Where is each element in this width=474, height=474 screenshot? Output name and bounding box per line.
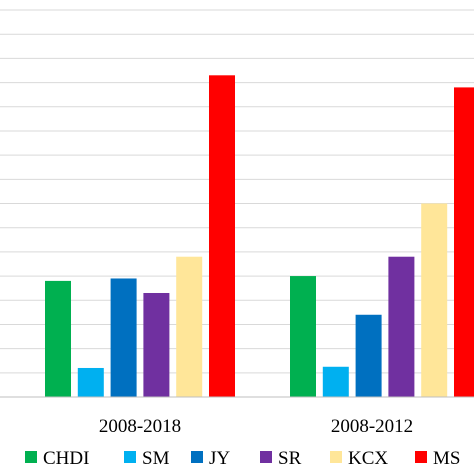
legend-swatch <box>25 451 37 463</box>
legend-swatch <box>124 451 136 463</box>
bar-series <box>45 75 474 398</box>
bar-jy-2008-2012 <box>355 314 382 397</box>
legend-label: JY <box>209 448 230 469</box>
bar-ms-2008-2012 <box>454 87 474 398</box>
legend-item-sr: SR <box>260 448 302 469</box>
category-labels: 2008-2018 2008-2012 <box>99 416 413 437</box>
legend-item-jy: JY <box>191 448 230 469</box>
legend-swatch <box>330 451 342 463</box>
legend-item-chdi: CHDI <box>25 448 89 469</box>
bar-sm-2008-2018 <box>77 367 104 397</box>
legend-label: SM <box>142 448 170 469</box>
gridlines <box>0 9 474 374</box>
legend-label: MS <box>433 448 460 469</box>
legend-swatch <box>415 451 427 463</box>
bar-jy-2008-2018 <box>110 278 137 397</box>
bar-ms-2008-2018 <box>209 75 235 398</box>
legend-label: KCX <box>348 448 388 469</box>
bar-sm-2008-2012 <box>322 366 349 397</box>
legend-item-kcx: KCX <box>330 448 388 469</box>
legend-swatch <box>260 451 272 463</box>
bar-chdi-2008-2012 <box>290 276 316 397</box>
legend-swatch <box>191 451 203 463</box>
bar-chdi-2008-2018 <box>45 280 71 397</box>
bar-kcx-2008-2012 <box>421 203 448 397</box>
legend: CHDI SM JY SR KCX MS <box>25 448 460 469</box>
bar-kcx-2008-2018 <box>176 256 203 397</box>
bar-sr-2008-2012 <box>388 256 415 397</box>
legend-label: SR <box>278 448 302 469</box>
legend-item-ms: MS <box>415 448 460 469</box>
category-label: 2008-2018 <box>99 416 181 437</box>
bar-sr-2008-2018 <box>143 292 170 397</box>
legend-item-sm: SM <box>124 448 170 469</box>
legend-label: CHDI <box>43 448 89 469</box>
category-label: 2008-2012 <box>331 416 413 437</box>
